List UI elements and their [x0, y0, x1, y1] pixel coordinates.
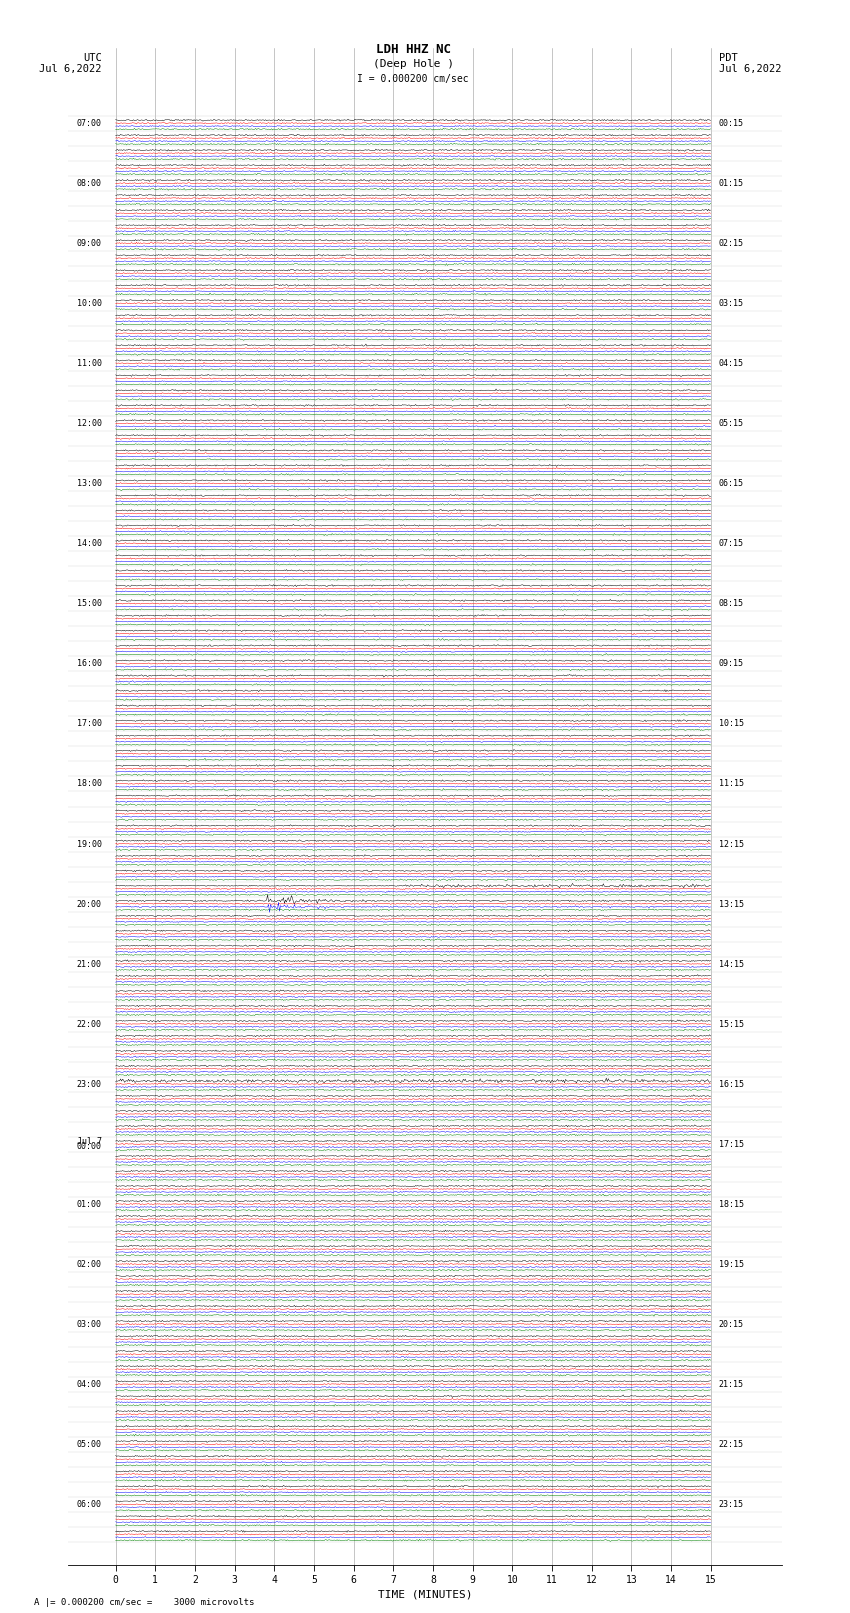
Text: 13:00: 13:00: [76, 479, 102, 489]
Text: 15:15: 15:15: [718, 1019, 744, 1029]
Text: 00:00: 00:00: [76, 1142, 102, 1152]
Text: 04:00: 04:00: [76, 1381, 102, 1389]
Text: Jul 6,2022: Jul 6,2022: [718, 65, 781, 74]
Text: 21:00: 21:00: [76, 960, 102, 969]
Text: 08:15: 08:15: [718, 600, 744, 608]
X-axis label: TIME (MINUTES): TIME (MINUTES): [377, 1589, 473, 1598]
Text: 01:00: 01:00: [76, 1200, 102, 1208]
Text: 02:15: 02:15: [718, 239, 744, 248]
Text: 10:15: 10:15: [718, 719, 744, 729]
Text: 09:15: 09:15: [718, 660, 744, 668]
Text: 10:00: 10:00: [76, 298, 102, 308]
Text: 16:00: 16:00: [76, 660, 102, 668]
Text: 00:15: 00:15: [718, 119, 744, 127]
Text: I = 0.000200 cm/sec: I = 0.000200 cm/sec: [357, 74, 469, 84]
Text: 06:15: 06:15: [718, 479, 744, 489]
Text: A |= 0.000200 cm/sec =    3000 microvolts: A |= 0.000200 cm/sec = 3000 microvolts: [34, 1597, 254, 1607]
Text: 20:15: 20:15: [718, 1319, 744, 1329]
Text: 13:15: 13:15: [718, 900, 744, 908]
Text: 11:00: 11:00: [76, 360, 102, 368]
Text: 22:00: 22:00: [76, 1019, 102, 1029]
Text: 18:15: 18:15: [718, 1200, 744, 1208]
Text: 21:15: 21:15: [718, 1381, 744, 1389]
Text: Jul 7: Jul 7: [76, 1137, 102, 1147]
Text: 04:15: 04:15: [718, 360, 744, 368]
Text: 17:00: 17:00: [76, 719, 102, 729]
Text: 22:15: 22:15: [718, 1440, 744, 1448]
Text: 16:15: 16:15: [718, 1079, 744, 1089]
Text: 15:00: 15:00: [76, 600, 102, 608]
Text: 08:00: 08:00: [76, 179, 102, 189]
Text: 06:00: 06:00: [76, 1500, 102, 1510]
Text: 19:00: 19:00: [76, 839, 102, 848]
Text: 05:00: 05:00: [76, 1440, 102, 1448]
Text: 20:00: 20:00: [76, 900, 102, 908]
Text: 23:15: 23:15: [718, 1500, 744, 1510]
Text: 23:00: 23:00: [76, 1079, 102, 1089]
Text: 14:15: 14:15: [718, 960, 744, 969]
Text: 02:00: 02:00: [76, 1260, 102, 1269]
Text: LDH HHZ NC: LDH HHZ NC: [376, 44, 450, 56]
Text: 09:00: 09:00: [76, 239, 102, 248]
Text: UTC: UTC: [83, 53, 102, 63]
Text: 17:15: 17:15: [718, 1140, 744, 1148]
Text: 18:00: 18:00: [76, 779, 102, 789]
Text: 03:15: 03:15: [718, 298, 744, 308]
Text: 19:15: 19:15: [718, 1260, 744, 1269]
Text: (Deep Hole ): (Deep Hole ): [372, 60, 454, 69]
Text: 11:15: 11:15: [718, 779, 744, 789]
Text: 07:00: 07:00: [76, 119, 102, 127]
Text: 14:00: 14:00: [76, 539, 102, 548]
Text: Jul 6,2022: Jul 6,2022: [39, 65, 102, 74]
Text: 12:00: 12:00: [76, 419, 102, 427]
Text: 01:15: 01:15: [718, 179, 744, 189]
Text: 12:15: 12:15: [718, 839, 744, 848]
Text: PDT: PDT: [718, 53, 737, 63]
Text: 05:15: 05:15: [718, 419, 744, 427]
Text: 03:00: 03:00: [76, 1319, 102, 1329]
Text: 07:15: 07:15: [718, 539, 744, 548]
